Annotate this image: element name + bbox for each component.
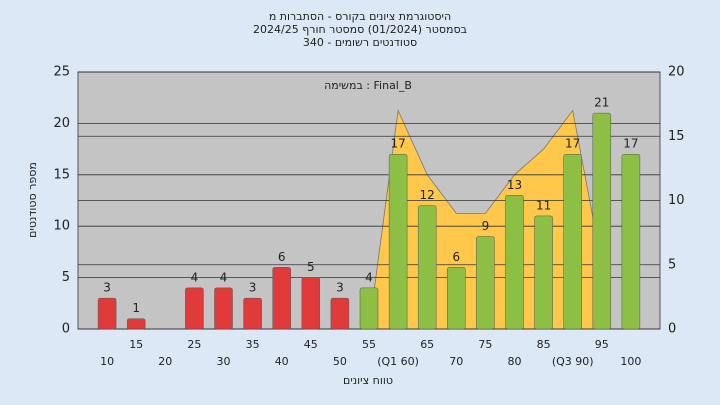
bar <box>621 153 641 330</box>
x-tick-label: 95 <box>595 338 609 351</box>
title-line: היסטוגרמת ציונים בקורס - הסתברות מ <box>269 10 451 23</box>
x-tick-label: 25 <box>187 338 201 351</box>
value-label: 21 <box>594 96 609 110</box>
value-label: 13 <box>507 178 522 192</box>
bar <box>592 112 612 330</box>
bar <box>388 153 408 330</box>
bar <box>214 287 233 330</box>
value-label: 5 <box>307 260 315 274</box>
y-tick-label: 25 <box>53 65 70 80</box>
bar <box>97 297 117 330</box>
bar <box>330 297 350 330</box>
y2-tick-label: 20 <box>668 65 685 80</box>
y-tick-label: 15 <box>53 167 70 182</box>
y-tick-label: 5 <box>62 270 70 285</box>
bar <box>359 287 379 330</box>
y2-tick-label: 5 <box>668 257 676 272</box>
value-label: 6 <box>452 250 460 264</box>
bar <box>417 205 437 330</box>
x-tick-label: 15 <box>129 338 143 351</box>
bar <box>563 153 582 330</box>
x-tick-label: 50 <box>333 355 347 368</box>
x-tick-label: 45 <box>304 338 318 351</box>
y-tick-label: 0 <box>62 322 70 337</box>
value-label: 3 <box>336 281 344 295</box>
value-label: 3 <box>249 281 257 295</box>
bar <box>534 215 553 330</box>
bar <box>243 297 262 330</box>
value-label: 6 <box>278 250 286 264</box>
value-label: 3 <box>103 281 111 295</box>
x-axis-label: טווח ציונים <box>343 374 393 387</box>
bar <box>272 267 291 330</box>
value-label: 1 <box>132 301 140 315</box>
bar <box>185 287 204 330</box>
x-tick-label: 35 <box>246 338 260 351</box>
value-label: 9 <box>482 219 490 233</box>
annotation: במשימה : Final_B <box>324 79 412 92</box>
value-label: 17 <box>623 137 638 151</box>
x-tick-label: (Q3 90) <box>552 355 594 368</box>
y-tick-label: 20 <box>53 116 70 131</box>
y2-tick-label: 10 <box>668 193 685 208</box>
value-label: 4 <box>365 270 373 284</box>
x-tick-label: 80 <box>508 355 522 368</box>
x-tick-label: 65 <box>420 338 434 351</box>
x-tick-label: 85 <box>537 338 551 351</box>
x-tick-label: 30 <box>217 355 231 368</box>
x-tick-label: 20 <box>158 355 172 368</box>
y-tick-label: 10 <box>53 219 70 234</box>
value-label: 4 <box>220 270 228 284</box>
x-tick-label: 10 <box>100 355 114 368</box>
y2-tick-label: 15 <box>668 129 685 144</box>
bar <box>447 267 466 330</box>
bar <box>476 236 495 330</box>
x-tick-label: (Q1 60) <box>377 355 419 368</box>
y2-tick-label: 0 <box>668 322 676 337</box>
value-label: 4 <box>191 270 199 284</box>
title-line: בסמסטר (01/2024) סמסטר חורף 2024/25 <box>253 23 467 36</box>
x-tick-label: 70 <box>449 355 463 368</box>
y-axis-label: מספר סטודנטים <box>26 162 39 238</box>
title-line: סטודנטים רשומים - 340 <box>303 36 417 49</box>
value-label: 17 <box>565 137 580 151</box>
value-label: 17 <box>390 137 405 151</box>
value-label: 11 <box>536 198 551 212</box>
bar <box>301 277 321 330</box>
x-tick-label: 75 <box>478 338 492 351</box>
bar <box>126 318 146 330</box>
x-tick-label: 55 <box>362 338 376 351</box>
value-label: 12 <box>420 188 435 202</box>
x-tick-label: 100 <box>620 355 641 368</box>
bar <box>505 195 524 330</box>
x-tick-label: 40 <box>275 355 289 368</box>
